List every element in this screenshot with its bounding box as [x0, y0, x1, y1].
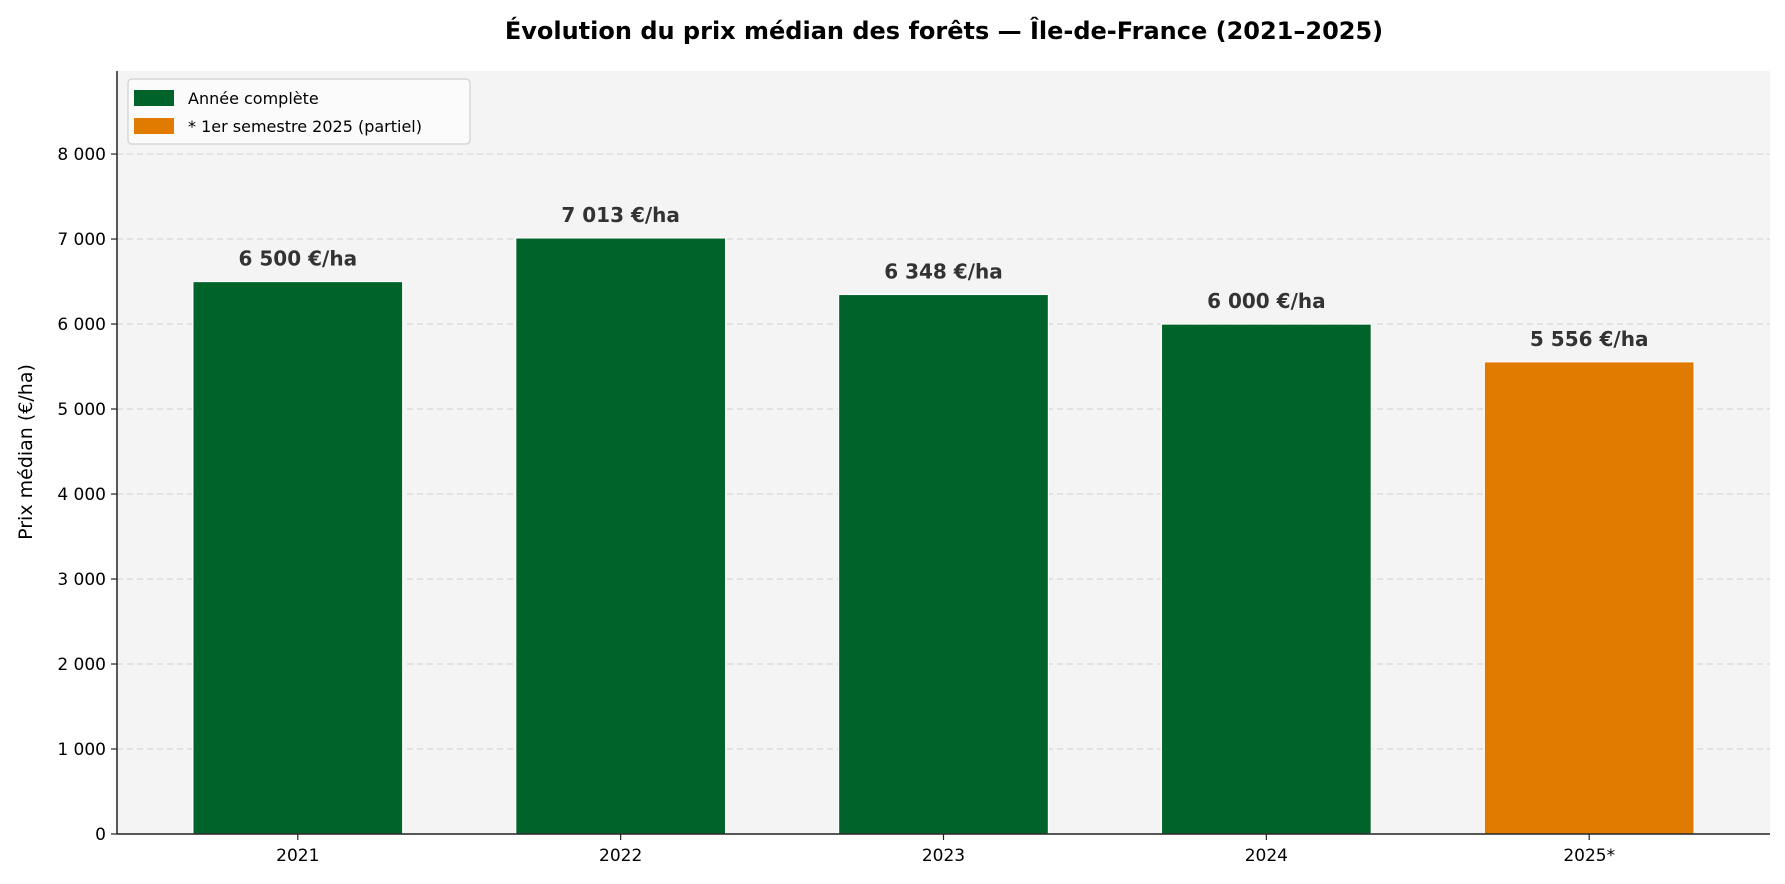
y-axis-label: Prix médian (€/ha) [15, 364, 37, 540]
legend-label-partial: * 1er semestre 2025 (partiel) [188, 117, 422, 136]
y-tick-label: 0 [95, 825, 106, 845]
data-label: 6 500 €/ha [239, 247, 358, 271]
y-tick-label: 5 000 [57, 400, 106, 420]
bar-2022 [515, 237, 727, 835]
y-tick-label: 7 000 [57, 230, 106, 250]
x-tick-label: 2022 [599, 846, 642, 866]
bar-2024 [1160, 323, 1372, 835]
y-tick-label: 6 000 [57, 315, 106, 335]
x-tick-label: 2025* [1563, 846, 1615, 866]
y-tick-label: 4 000 [57, 485, 106, 505]
y-tick-label: 2 000 [57, 655, 106, 675]
legend-swatch-partial [134, 118, 174, 134]
data-label: 6 348 €/ha [884, 259, 1003, 283]
legend-box [127, 78, 471, 145]
data-label: 5 556 €/ha [1530, 327, 1649, 351]
bar-2021 [192, 280, 404, 835]
bar-2025* [1483, 361, 1695, 835]
y-tick-label: 8 000 [57, 145, 106, 165]
legend-label-full-year: Année complète [188, 89, 319, 108]
y-tick-label: 3 000 [57, 570, 106, 590]
legend: Année complète * 1er semestre 2025 (part… [127, 78, 471, 145]
data-label: 6 000 €/ha [1207, 289, 1326, 313]
y-tick-label: 1 000 [57, 740, 106, 760]
bar-2023 [837, 293, 1050, 835]
data-label: 7 013 €/ha [561, 203, 680, 227]
x-tick-label: 2024 [1245, 846, 1288, 866]
x-tick-label: 2023 [922, 846, 965, 866]
x-tick-label: 2021 [276, 846, 319, 866]
chart-title: Évolution du prix médian des forêts — Îl… [505, 16, 1383, 45]
legend-swatch-full-year [134, 90, 174, 106]
